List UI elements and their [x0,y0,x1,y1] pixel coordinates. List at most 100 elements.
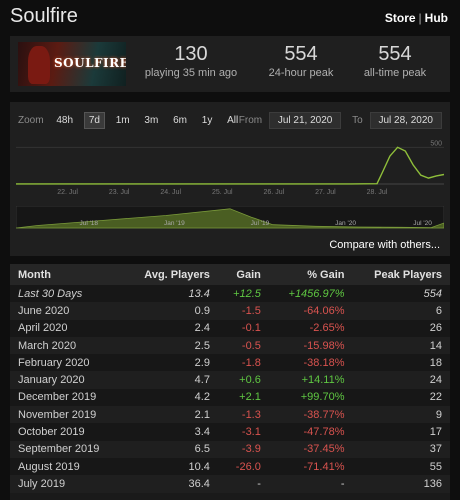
all-time-peak-stat: 554 all-time peak [340,43,450,79]
zoom-7d-button[interactable]: 7d [83,112,105,129]
avg-players-cell: 13.4 [123,285,218,303]
avg-players-cell: 2.9 [123,354,218,372]
monthly-stats-table: Month Avg. Players Gain % Gain Peak Play… [10,264,450,493]
x-tick-label: 23. Jul [109,189,130,196]
avg-players-cell: 6.5 [123,440,218,458]
all-time-peak-label: all-time peak [363,67,427,79]
col-peak-header[interactable]: Peak Players [352,264,450,285]
navigator-tick-label: Jul '19 [251,220,270,227]
x-tick-label: 28. Jul [367,189,388,196]
x-tick-label: 25. Jul [212,189,233,196]
table-row: Last 30 Days 13.4 +12.5 +1456.97% 554 [10,285,450,303]
current-players-label: playing 35 min ago [144,67,238,79]
avg-players-cell: 4.7 [123,371,218,389]
table-row: October 2019 3.4 -3.1 -47.78% 17 [10,423,450,441]
table-row: January 2020 4.7 +0.6 +14.11% 24 [10,371,450,389]
y-tick-label: 500 [430,140,442,147]
compare-link[interactable]: Compare with others... [329,239,440,251]
peak-players-cell: 37 [352,440,450,458]
zoom-6m-button[interactable]: 6m [173,115,187,126]
peak-players-cell: 136 [352,475,450,493]
month-cell: January 2020 [10,371,124,389]
peak-players-cell: 17 [352,423,450,441]
col-month-header[interactable]: Month [10,264,124,285]
game-title: Soulfire [10,5,78,27]
pct-gain-cell: -47.78% [268,423,353,441]
navigator-tick-label: Jan '20 [335,220,356,227]
avg-players-cell: 2.5 [123,336,218,355]
player-chart-panel: Zoom 48h 7d 1m 3m 6m 1y All From Jul 21,… [10,102,450,256]
player-count-line [16,146,444,185]
navigator-area [16,208,444,229]
24h-peak-label: 24-hour peak [268,67,334,79]
month-cell: October 2019 [10,423,124,441]
main-line-chart[interactable]: 22. Jul 23. Jul 24. Jul 25. Jul 26. Jul 27. J… [16,134,444,196]
peak-players-cell: 55 [352,457,450,476]
gain-cell: -1.8 [217,354,269,372]
peak-players-cell: 14 [352,336,450,355]
hub-link[interactable]: Hub [424,11,448,25]
gain-cell: -3.1 [217,423,269,441]
gain-cell: -0.5 [217,336,269,355]
x-tick-label: 24. Jul [160,189,181,196]
table-row: February 2020 2.9 -1.8 -38.18% 18 [10,354,450,372]
gain-cell: +12.5 [217,285,269,303]
gain-cell: -26.0 [217,457,269,476]
gain-cell: -1.3 [217,406,269,424]
gain-cell: +2.1 [217,388,269,407]
x-tick-label: 22. Jul [57,189,78,196]
month-cell: November 2019 [10,406,124,424]
peak-players-cell: 6 [352,302,450,320]
monthly-table-panel: Month Avg. Players Gain % Gain Peak Play… [10,264,450,500]
month-cell: July 2019 [10,475,124,493]
col-avg-header[interactable]: Avg. Players [123,264,218,285]
pct-gain-cell: -37.45% [268,440,353,458]
pct-gain-cell: +99.70% [268,388,353,407]
month-cell: April 2020 [10,319,124,337]
zoom-1y-button[interactable]: 1y [201,115,213,126]
link-separator: | [418,11,422,25]
all-time-peak-value: 554 [378,43,412,65]
table-row: June 2020 0.9 -1.5 -64.06% 6 [10,302,450,320]
table-row: September 2019 6.5 -3.9 -37.45% 37 [10,440,450,458]
month-cell: June 2020 [10,302,124,320]
table-header-row: Month Avg. Players Gain % Gain Peak Play… [10,264,450,285]
month-cell: December 2019 [10,388,124,407]
current-players-value: 130 [174,43,208,65]
gain-cell: -0.1 [217,319,269,337]
zoom-48h-button[interactable]: 48h [56,115,74,126]
pct-gain-cell: -38.18% [268,354,353,372]
navigator-tick-label: Jul '18 [79,220,98,227]
zoom-label: Zoom [18,115,44,126]
summary-panel: SOULFIRE 130 playing 35 min ago 554 24-h… [10,36,450,92]
pct-gain-cell: -15.98% [268,336,353,355]
gain-cell: +0.6 [217,371,269,389]
pct-gain-cell: -2.65% [268,319,353,337]
from-date-input[interactable]: Jul 21, 2020 [268,112,342,129]
peak-players-cell: 9 [352,406,450,424]
col-pct-header[interactable]: % Gain [268,264,353,285]
game-cover-image[interactable]: SOULFIRE [18,42,126,86]
avg-players-cell: 2.4 [123,319,218,337]
x-tick-label: 27. Jul [315,189,336,196]
zoom-1m-button[interactable]: 1m [115,115,130,126]
from-label: From [238,115,263,126]
zoom-controls: Zoom 48h 7d 1m 3m 6m 1y All [18,112,246,129]
navigator-tick-label: Jan '19 [164,220,185,227]
col-gain-header[interactable]: Gain [217,264,269,285]
zoom-3m-button[interactable]: 3m [144,115,159,126]
24h-peak-stat: 554 24-hour peak [246,43,356,79]
peak-players-cell: 26 [352,319,450,337]
table-row: March 2020 2.5 -0.5 -15.98% 14 [10,336,450,355]
avg-players-cell: 0.9 [123,302,218,320]
peak-players-cell: 18 [352,354,450,372]
avg-players-cell: 2.1 [123,406,218,424]
table-row: July 2019 36.4- -136 [10,475,450,493]
navigator-chart[interactable]: Jul '18 Jan '19 Jul '19 Jan '20 Jul '20 [16,206,444,230]
cover-logo: SOULFIRE [54,56,126,70]
to-date-input[interactable]: Jul 28, 2020 [369,112,442,129]
pct-gain-cell: - [268,475,353,493]
zoom-all-button[interactable]: All [227,115,239,126]
peak-players-cell: 554 [352,285,450,303]
store-link[interactable]: Store [384,11,416,25]
